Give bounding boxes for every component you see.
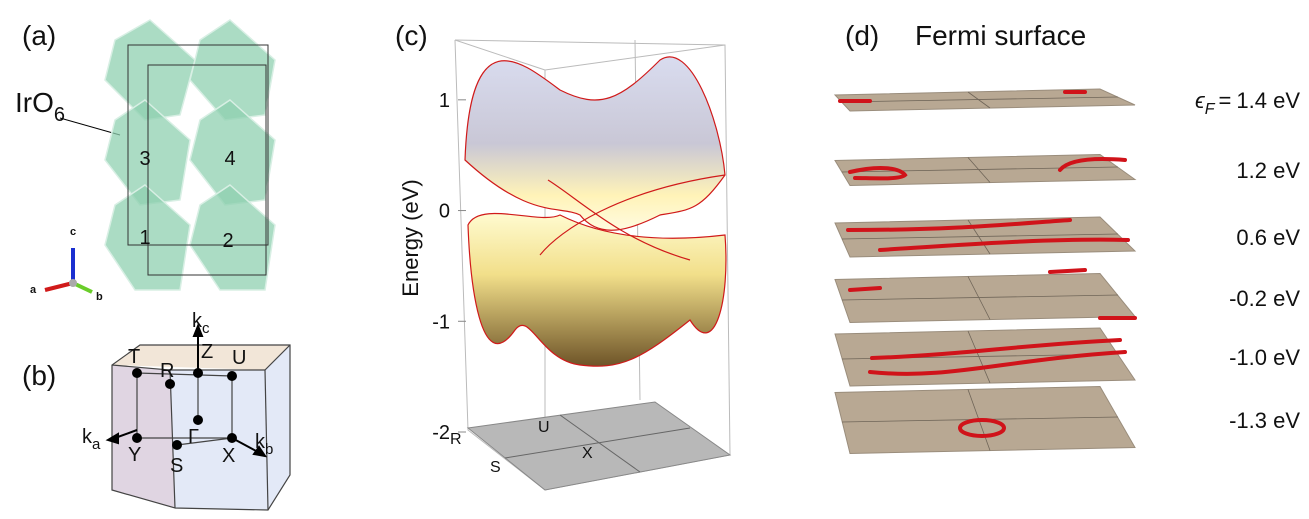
level: -1.0 eV	[1229, 345, 1300, 370]
symbol: ϵ	[1195, 88, 1206, 113]
fermi-contour	[958, 418, 1007, 438]
panel-a: (a) IrO6 3 4 1 2 a b c	[15, 19, 276, 303]
k-point-label: T	[128, 346, 140, 368]
octahedra	[104, 19, 276, 291]
panel-label: (a)	[22, 20, 56, 51]
molecule-sub: 6	[54, 104, 65, 126]
fermi-plane	[834, 272, 1137, 324]
plane-grid	[967, 91, 991, 109]
fermi-level: -1.0 eV	[1229, 345, 1300, 370]
fermi-level: ϵF = 1.4 eV	[1195, 88, 1300, 118]
k: k	[255, 431, 266, 453]
k-point-label: X	[222, 445, 235, 467]
k-point-label: Y	[128, 444, 141, 466]
fermi-level: -0.2 eV	[1229, 286, 1300, 311]
plane-grid	[967, 330, 991, 384]
panel-label: (b)	[22, 360, 56, 391]
fermi-level: -1.3 eV	[1229, 408, 1300, 433]
panel-c: (c) Energy (eV) 1 0 -1 -2 R S U X	[395, 20, 732, 491]
fermi-contour	[848, 268, 1137, 320]
fermi-contour	[846, 218, 1130, 252]
base-label: X	[582, 445, 593, 462]
fermi-plane	[834, 153, 1137, 187]
level: -1.3 eV	[1229, 408, 1300, 433]
fermi-level: 1.2 eV	[1236, 158, 1300, 183]
plane-grid	[841, 96, 1119, 103]
energy-ticks: 1 0 -1 -2	[432, 90, 466, 444]
base-grid	[504, 427, 691, 459]
tick-label: -1	[432, 311, 450, 333]
fermi-level: 0.6 eV	[1236, 225, 1300, 250]
upper-band	[464, 56, 726, 231]
face-right	[170, 345, 290, 510]
molecule: IrO	[15, 87, 54, 118]
k-axes	[105, 323, 268, 458]
site: 2	[222, 230, 233, 252]
tick-label: -2	[432, 422, 450, 444]
face-left	[112, 365, 175, 508]
base-label: S	[490, 459, 501, 476]
plane-grid	[841, 233, 1119, 240]
fermi-plane	[833, 88, 1136, 112]
site: 1	[139, 227, 150, 249]
k-axis-label: ka	[82, 426, 101, 453]
k-point-label: U	[232, 347, 246, 369]
k-points	[132, 368, 237, 450]
panel-label: (c)	[395, 20, 428, 51]
k-sub: c	[202, 320, 210, 337]
fermi-contour	[848, 157, 1127, 181]
axis-label: b	[96, 291, 103, 303]
panel-title: Fermi surface	[915, 20, 1086, 51]
site: 4	[224, 148, 235, 170]
tick-label: 0	[439, 201, 450, 223]
molecule-label: IrO6	[15, 87, 65, 126]
unit-cell	[127, 44, 269, 276]
axis-label: c	[70, 226, 76, 238]
axis-label: a	[30, 284, 37, 296]
level: 1.4 eV	[1236, 88, 1300, 113]
symbol-sub: F	[1205, 101, 1216, 118]
plane-grid	[841, 294, 1119, 301]
panel-b: (b) kc ka kb T R Z U Y Γ S X	[22, 310, 291, 511]
plane-grid	[841, 166, 1119, 173]
tick-label: 1	[439, 90, 450, 112]
k-point-label: R	[160, 360, 174, 382]
k-sub: b	[265, 441, 273, 458]
equals: =	[1219, 88, 1232, 113]
k-sub: a	[92, 436, 101, 453]
level: 1.2 eV	[1236, 158, 1300, 183]
base-grid	[559, 414, 641, 473]
k-axis-label: kc	[192, 310, 210, 337]
k: k	[82, 426, 93, 448]
k-point-label: Z	[201, 341, 213, 363]
pointer	[59, 117, 121, 136]
k-point-label: Γ	[188, 426, 199, 448]
panel-d: (d) Fermi surface ϵF = 1.4 eV 1.2 eV 0.6 eV -…	[833, 20, 1300, 455]
axis-title: Energy (eV)	[398, 179, 423, 296]
k-axis-label: kb	[255, 431, 273, 458]
level: -0.2 eV	[1229, 286, 1300, 311]
plane-grid	[967, 157, 991, 183]
zone-lines	[111, 344, 291, 511]
axes-triad: a b c	[30, 226, 103, 303]
base-plane	[466, 401, 732, 491]
level: 0.6 eV	[1236, 225, 1300, 250]
k-point-label: S	[170, 455, 183, 477]
panel-label: (d)	[845, 20, 879, 51]
face-top	[112, 345, 290, 370]
fermi-contour	[868, 338, 1127, 376]
plane-grid	[967, 276, 991, 320]
site: 3	[139, 148, 150, 170]
band-crossing	[539, 174, 726, 261]
fermi-contour	[838, 90, 1087, 103]
base-label: U	[538, 419, 550, 436]
k: k	[192, 310, 203, 332]
base-label: R	[450, 431, 462, 448]
lower-band	[467, 212, 727, 367]
